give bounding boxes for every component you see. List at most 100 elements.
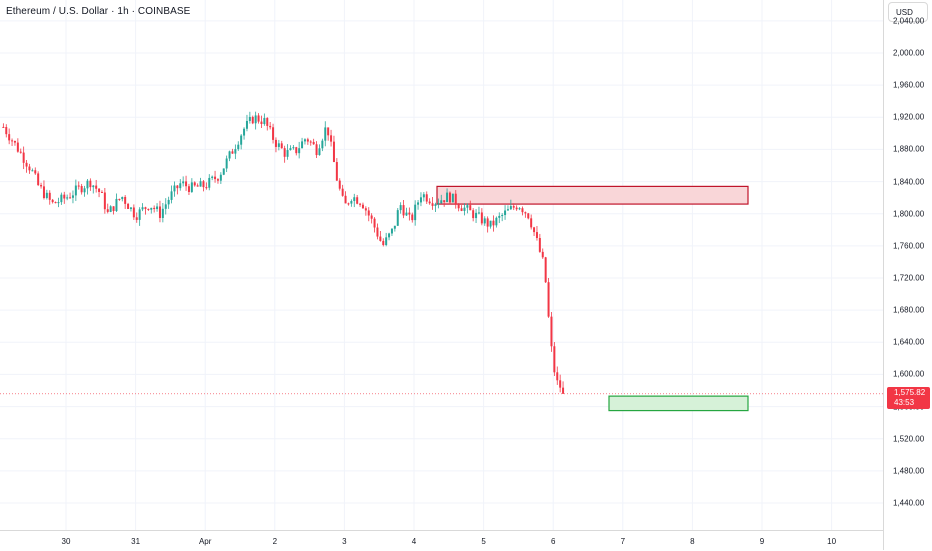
candle xyxy=(379,230,382,242)
candle xyxy=(535,225,538,241)
candle xyxy=(274,137,277,153)
candle xyxy=(19,148,22,154)
price-tick-label: 1,720.00 xyxy=(893,273,925,283)
candle xyxy=(454,190,457,209)
candle xyxy=(45,189,48,200)
candle xyxy=(457,203,460,212)
candle xyxy=(417,199,420,210)
candle xyxy=(315,141,318,158)
candle xyxy=(132,204,135,220)
candle xyxy=(431,196,434,210)
candle xyxy=(2,123,5,128)
candle xyxy=(295,146,298,156)
candle xyxy=(312,138,315,145)
candle xyxy=(74,179,77,201)
candle xyxy=(196,183,199,187)
demand-zone[interactable] xyxy=(608,395,749,412)
candle xyxy=(443,200,446,207)
candle xyxy=(498,212,501,224)
candle xyxy=(393,225,396,232)
candle xyxy=(251,115,254,125)
candle xyxy=(405,207,408,216)
candle xyxy=(245,114,248,132)
candle xyxy=(332,135,335,163)
candle xyxy=(411,212,414,223)
candle xyxy=(330,129,333,147)
candle xyxy=(321,138,324,152)
candle xyxy=(266,117,269,131)
candle xyxy=(234,144,237,160)
candle xyxy=(428,198,431,205)
candle xyxy=(214,170,217,183)
candle xyxy=(193,181,196,187)
candle xyxy=(367,207,370,222)
candle xyxy=(463,203,466,216)
candle xyxy=(124,195,127,209)
candle xyxy=(446,188,449,203)
candle xyxy=(106,203,109,214)
candle xyxy=(434,202,437,213)
candle xyxy=(83,185,86,197)
candle xyxy=(8,128,11,145)
candle xyxy=(533,226,536,236)
candle xyxy=(144,206,147,215)
candle xyxy=(156,203,159,212)
price-tick-label: 1,960.00 xyxy=(893,80,925,90)
time-tick-label: 30 xyxy=(61,537,71,546)
last-price-value: 1,575.82 xyxy=(894,388,926,397)
candle xyxy=(399,202,402,214)
time-tick-label: Apr xyxy=(198,537,212,546)
candle xyxy=(185,175,188,191)
candle xyxy=(544,256,547,284)
price-tick-label: 1,880.00 xyxy=(893,144,925,154)
candle xyxy=(530,214,533,230)
candle xyxy=(199,177,202,187)
candle xyxy=(77,181,80,190)
chart-title: Ethereum / U.S. Dollar · 1h · COINBASE xyxy=(6,6,191,17)
candle xyxy=(451,193,454,203)
candle xyxy=(382,238,385,247)
candle xyxy=(353,193,356,208)
candle xyxy=(34,167,37,175)
candle xyxy=(257,113,260,124)
candle xyxy=(385,232,388,247)
candle xyxy=(187,183,190,195)
time-tick-label: 2 xyxy=(272,537,278,546)
candle xyxy=(414,200,417,226)
candle xyxy=(361,202,364,209)
candle xyxy=(11,138,14,147)
candle xyxy=(341,184,344,197)
time-axis[interactable] xyxy=(0,530,883,551)
candle xyxy=(495,216,498,228)
currency-button[interactable]: USD xyxy=(888,2,928,22)
candle xyxy=(550,312,553,352)
candle xyxy=(469,200,472,211)
candle xyxy=(158,200,161,223)
candle xyxy=(109,205,112,213)
supply-zone[interactable] xyxy=(436,185,749,205)
candle xyxy=(521,206,524,216)
candle xyxy=(440,194,443,204)
candle xyxy=(153,205,156,213)
candle xyxy=(547,277,550,318)
candle xyxy=(408,207,411,221)
time-tick-label: 10 xyxy=(827,537,837,546)
candle xyxy=(66,194,69,201)
candle xyxy=(263,113,266,126)
time-tick-label: 7 xyxy=(620,537,626,546)
candle xyxy=(216,178,219,184)
candle xyxy=(562,381,565,394)
candle xyxy=(492,215,495,232)
candle xyxy=(63,191,66,204)
time-tick-label: 31 xyxy=(131,537,141,546)
price-tick-label: 1,520.00 xyxy=(893,434,925,444)
candle xyxy=(350,199,353,207)
price-axis[interactable] xyxy=(883,0,932,550)
candle xyxy=(422,192,425,202)
candle xyxy=(318,144,321,156)
candle xyxy=(364,206,367,216)
candle xyxy=(553,342,556,377)
candle xyxy=(13,140,16,146)
